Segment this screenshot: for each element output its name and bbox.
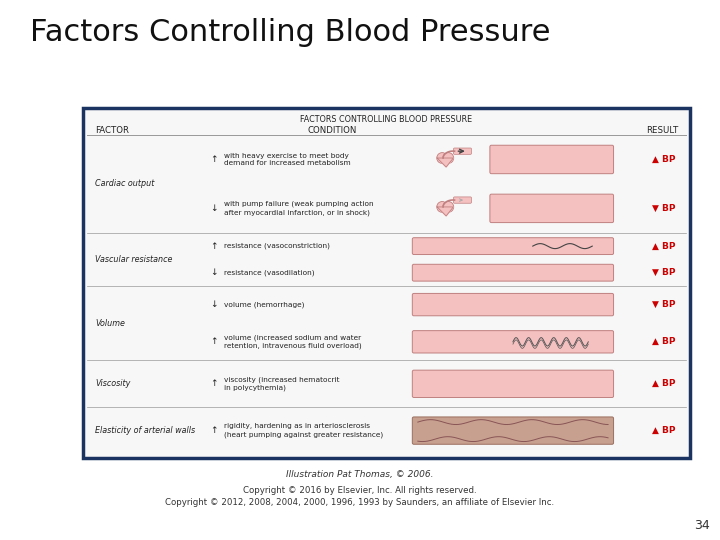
Text: Factors Controlling Blood Pressure: Factors Controlling Blood Pressure (30, 18, 551, 47)
FancyBboxPatch shape (454, 197, 472, 203)
Text: resistance (vasodilation): resistance (vasodilation) (224, 269, 315, 276)
Text: resistance (vasoconstriction): resistance (vasoconstriction) (224, 243, 330, 249)
Text: ▼ BP: ▼ BP (652, 204, 676, 213)
Text: Cardiac output: Cardiac output (95, 179, 154, 188)
Text: Illustration Pat Thomas, © 2006.: Illustration Pat Thomas, © 2006. (287, 470, 433, 479)
Text: ↓: ↓ (210, 204, 217, 213)
Text: ▲ BP: ▲ BP (652, 155, 676, 164)
Text: ↓: ↓ (210, 268, 217, 277)
Text: ↓: ↓ (210, 300, 217, 309)
Text: ↑: ↑ (210, 426, 217, 435)
Text: Volume: Volume (95, 319, 125, 328)
FancyBboxPatch shape (413, 330, 613, 353)
Text: ▲ BP: ▲ BP (652, 241, 676, 251)
Text: ▲ BP: ▲ BP (652, 379, 676, 388)
FancyBboxPatch shape (454, 148, 472, 154)
Text: ↑: ↑ (210, 338, 217, 346)
Text: ▲ BP: ▲ BP (652, 426, 676, 435)
Text: ↑: ↑ (210, 155, 217, 164)
Text: with pump failure (weak pumping action
after myocardial infarction, or in shock): with pump failure (weak pumping action a… (224, 201, 374, 216)
FancyBboxPatch shape (490, 145, 613, 174)
Text: ▼ BP: ▼ BP (652, 300, 676, 309)
Text: Copyright © 2016 by Elsevier, Inc. All rights reserved.: Copyright © 2016 by Elsevier, Inc. All r… (243, 486, 477, 495)
FancyBboxPatch shape (413, 293, 613, 316)
Text: ↑: ↑ (210, 379, 217, 388)
Text: ↑: ↑ (210, 241, 217, 251)
Circle shape (443, 153, 454, 164)
FancyBboxPatch shape (413, 370, 613, 397)
Text: FACTORS CONTROLLING BLOOD PRESSURE: FACTORS CONTROLLING BLOOD PRESSURE (300, 115, 472, 124)
Text: CONDITION: CONDITION (307, 126, 356, 135)
Text: 34: 34 (694, 519, 710, 532)
FancyBboxPatch shape (490, 194, 613, 222)
Text: Elasticity of arterial walls: Elasticity of arterial walls (95, 426, 195, 435)
Circle shape (443, 201, 454, 212)
Text: Copyright © 2012, 2008, 2004, 2000, 1996, 1993 by Saunders, an affiliate of Else: Copyright © 2012, 2008, 2004, 2000, 1996… (166, 498, 554, 507)
FancyBboxPatch shape (413, 238, 613, 254)
Text: Vascular resistance: Vascular resistance (95, 255, 172, 264)
Circle shape (437, 201, 448, 212)
Text: Viscosity: Viscosity (95, 379, 130, 388)
Polygon shape (437, 158, 454, 167)
Text: RESULT: RESULT (646, 126, 678, 135)
FancyBboxPatch shape (413, 264, 613, 281)
Text: volume (hemorrhage): volume (hemorrhage) (224, 301, 305, 308)
Text: rigidity, hardening as in arteriosclerosis
(heart pumping against greater resist: rigidity, hardening as in arterioscleros… (224, 423, 383, 438)
Polygon shape (437, 207, 454, 216)
Text: ▼ BP: ▼ BP (652, 268, 676, 277)
Text: ▲ BP: ▲ BP (652, 338, 676, 346)
Bar (83, 108, 690, 458)
Text: with heavy exercise to meet body
demand for increased metabolism: with heavy exercise to meet body demand … (224, 153, 351, 166)
Circle shape (437, 153, 448, 164)
FancyBboxPatch shape (413, 417, 613, 444)
Text: FACTOR: FACTOR (95, 126, 129, 135)
Text: volume (increased sodium and water
retention, intravenous fluid overload): volume (increased sodium and water reten… (224, 334, 361, 349)
Text: viscosity (increased hematocrit
in polycythemia): viscosity (increased hematocrit in polyc… (224, 376, 339, 391)
